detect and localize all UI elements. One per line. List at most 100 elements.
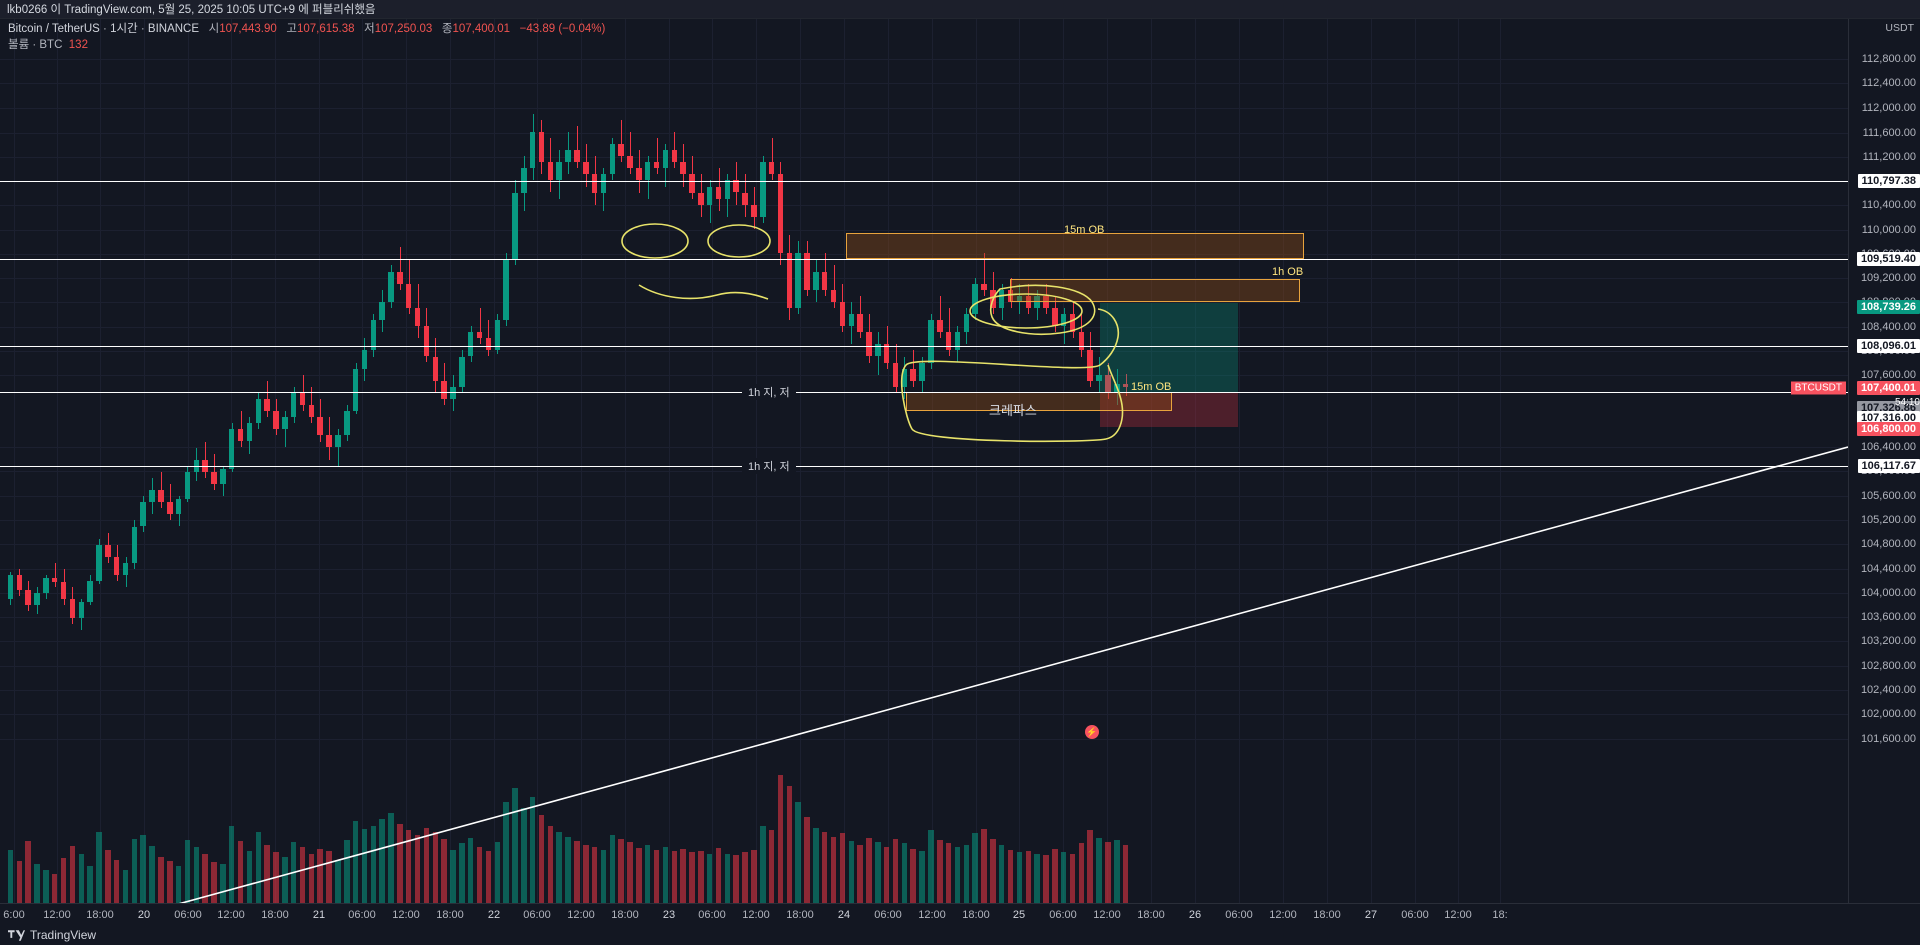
candle-body bbox=[724, 180, 731, 199]
time-axis-tick: 18:00 bbox=[962, 909, 990, 921]
time-axis-tick: 12:00 bbox=[918, 909, 946, 921]
price-axis-badge[interactable]: 106,117.67 bbox=[1857, 459, 1920, 473]
price-axis-tick: 110,400.00 bbox=[1861, 199, 1916, 211]
support-level-line[interactable] bbox=[0, 392, 1848, 393]
candle-body bbox=[317, 417, 323, 436]
volume-bar bbox=[246, 850, 253, 903]
legend-sep-1: · bbox=[103, 23, 107, 35]
volume-bar bbox=[662, 846, 669, 903]
volume-bar bbox=[644, 844, 651, 903]
time-axis-tick: 06:00 bbox=[523, 909, 551, 921]
grid-line-vertical bbox=[1458, 19, 1459, 903]
candle-body bbox=[945, 332, 952, 351]
price-axis-tick: 102,000.00 bbox=[1860, 708, 1916, 720]
volume-bar bbox=[954, 846, 961, 903]
order-block-label: 15m OB bbox=[1064, 224, 1105, 236]
candle-body bbox=[777, 174, 784, 254]
legend-symbol[interactable]: Bitcoin / TetherUS bbox=[8, 23, 100, 35]
volume-bar bbox=[538, 814, 545, 903]
volume-bar bbox=[1052, 849, 1058, 903]
price-axis-tick: 101,600.00 bbox=[1860, 733, 1916, 745]
price-axis[interactable]: USDT 112,800.00 112,400.00 112,000.00 111,6… bbox=[1848, 19, 1920, 903]
legend-open-label: 시 bbox=[208, 23, 220, 35]
grid-line-vertical bbox=[1415, 19, 1416, 903]
order-block-zone[interactable] bbox=[906, 392, 1172, 411]
volume-bar bbox=[786, 786, 792, 903]
candle-body bbox=[175, 499, 182, 515]
price-axis-tick: 111,600.00 bbox=[1862, 127, 1916, 139]
volume-bar bbox=[1016, 852, 1023, 903]
grid-line-horizontal bbox=[0, 714, 1848, 715]
candle-body bbox=[990, 289, 996, 308]
grid-line-vertical bbox=[625, 19, 626, 903]
price-axis-badge[interactable]: 108,739.26 bbox=[1856, 300, 1920, 314]
time-axis-tick: 6:00 bbox=[3, 909, 25, 921]
volume-bar bbox=[512, 788, 518, 903]
volume-bar bbox=[901, 843, 908, 903]
candle-body bbox=[609, 144, 615, 175]
time-axis[interactable]: 6:00 12:00 18:00 20 06:00 12:00 18:00 21 06:00 12… bbox=[0, 903, 1920, 925]
chart-pane[interactable]: Bitcoin / TetherUS · 1시간 · BINANCE 시107,… bbox=[0, 19, 1848, 903]
order-block-zone[interactable] bbox=[846, 233, 1304, 259]
volume-bar bbox=[583, 844, 589, 903]
candle-body bbox=[149, 490, 155, 503]
volume-bar bbox=[432, 832, 438, 903]
time-axis-tick: 26 bbox=[1188, 909, 1202, 921]
ascending-trendline bbox=[178, 446, 1848, 903]
time-axis-tick: 18:00 bbox=[1313, 909, 1341, 921]
time-axis-tick: 20 bbox=[137, 909, 151, 921]
price-axis-unit: USDT bbox=[1881, 21, 1918, 35]
support-level-line[interactable] bbox=[0, 181, 1848, 182]
volume-bar bbox=[574, 841, 580, 903]
position-profit-zone[interactable] bbox=[1100, 303, 1238, 392]
candle-body bbox=[459, 356, 465, 387]
candle-body bbox=[43, 578, 49, 594]
price-axis-badge[interactable]: 109,519.40 bbox=[1856, 252, 1920, 266]
candle-body bbox=[706, 186, 713, 205]
volume-bar bbox=[547, 825, 554, 903]
candle-body bbox=[476, 332, 483, 339]
support-level-line[interactable] bbox=[0, 259, 1848, 260]
volume-bar bbox=[299, 847, 306, 903]
price-axis-badge[interactable]: 107,316.00 bbox=[1856, 411, 1920, 425]
legend-volume-title[interactable]: 볼륨 · BTC bbox=[8, 39, 63, 51]
grid-line-vertical bbox=[144, 19, 145, 903]
grid-line-horizontal bbox=[0, 278, 1848, 279]
price-axis-badge[interactable]: 110,797.38 bbox=[1857, 174, 1920, 188]
publish-text: lkb0266 이 TradingView.com, 5월 25, 2025 1… bbox=[7, 4, 376, 16]
volume-bar bbox=[1034, 854, 1040, 903]
volume-bar bbox=[149, 845, 155, 903]
price-axis-badge[interactable]: 108,096.01 bbox=[1856, 339, 1920, 353]
grid-line-horizontal bbox=[0, 83, 1848, 84]
legend-exchange: BINANCE bbox=[147, 23, 200, 35]
order-block-zone[interactable] bbox=[1010, 279, 1300, 302]
volume-bar bbox=[1025, 850, 1031, 903]
support-level-line[interactable] bbox=[0, 466, 1848, 467]
candle-body bbox=[423, 326, 430, 357]
grid-line-vertical bbox=[14, 19, 15, 903]
candle-body bbox=[768, 162, 775, 175]
price-axis-badge[interactable]: 107,400.01 bbox=[1856, 381, 1920, 395]
candle-body bbox=[547, 162, 554, 181]
candle-body bbox=[600, 174, 607, 193]
volume-bar bbox=[742, 852, 748, 903]
legend-interval[interactable]: 1시간 bbox=[110, 23, 138, 35]
legend-close-value: 107,400.01 bbox=[452, 23, 511, 35]
volume-bar bbox=[273, 852, 279, 903]
tradingview-brand[interactable]: TradingView bbox=[8, 928, 96, 942]
lightning-icon[interactable]: ⚡ bbox=[1085, 725, 1099, 739]
time-axis-tick: 12:00 bbox=[1444, 909, 1472, 921]
support-level-line[interactable] bbox=[0, 346, 1848, 347]
candle-body bbox=[264, 399, 270, 412]
candle-wick bbox=[771, 137, 773, 181]
candle-wick bbox=[656, 137, 658, 175]
volume-bar bbox=[290, 842, 297, 903]
volume-bar bbox=[937, 840, 943, 903]
volume-bar bbox=[459, 843, 465, 903]
price-axis-badge[interactable]: 106,800.00 bbox=[1856, 422, 1920, 436]
grid-line-vertical bbox=[450, 19, 451, 903]
publish-info-bar: lkb0266 이 TradingView.com, 5월 25, 2025 1… bbox=[0, 0, 1920, 19]
volume-bar bbox=[167, 860, 173, 903]
grid-line-horizontal bbox=[0, 351, 1848, 352]
candle-body bbox=[538, 131, 545, 163]
